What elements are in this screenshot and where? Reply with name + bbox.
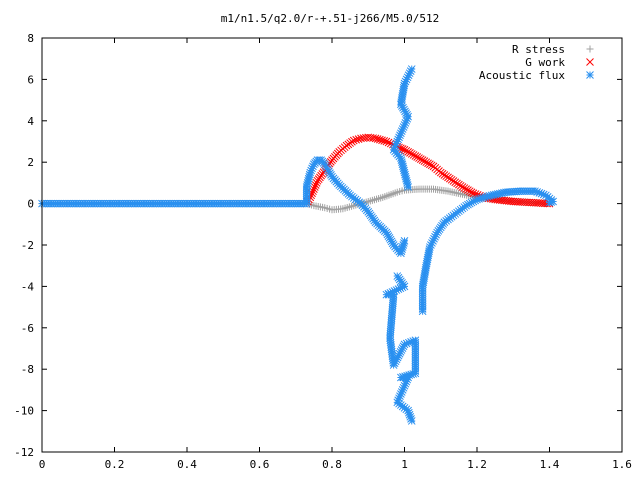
data-point-g-work xyxy=(424,159,432,168)
x-tick-label: 0.8 xyxy=(322,458,342,471)
x-tick-label: 1 xyxy=(401,458,408,471)
legend-label: R stress xyxy=(512,43,565,56)
data-point-g-work xyxy=(406,149,414,157)
data-point-g-work xyxy=(378,136,386,145)
data-point-g-work xyxy=(398,145,407,153)
data-point-g-work xyxy=(411,152,420,160)
data-point-g-work xyxy=(404,147,412,156)
chart-title: m1/n1.5/q2.0/r-+.51-j266/M5.0/512 xyxy=(221,12,440,25)
data-point-g-work xyxy=(415,154,423,162)
y-tick-label: -6 xyxy=(21,322,34,335)
data-point-acoustic-flux xyxy=(400,237,409,245)
data-point-g-work xyxy=(458,183,467,191)
data-point-g-work xyxy=(380,137,389,145)
data-point-g-work xyxy=(384,138,393,147)
legend-marker xyxy=(586,45,594,53)
data-point-g-work xyxy=(426,160,434,169)
y-tick-label: 6 xyxy=(27,73,34,86)
y-tick-label: 0 xyxy=(27,198,34,211)
data-point-g-work xyxy=(416,155,425,163)
data-point-g-work xyxy=(369,134,377,142)
data-point-g-work xyxy=(354,135,363,143)
legend-label: Acoustic flux xyxy=(479,69,565,82)
data-point-g-work xyxy=(422,158,431,167)
x-axis: 0 0.2 0.4 0.6 0.8 1 1.2 1.4 1.6 xyxy=(39,38,632,471)
legend-marker xyxy=(586,58,594,66)
data-point-g-work xyxy=(460,184,469,192)
y-axis: 8 6 4 2 0 -2 -4 -6 -8 -10 -12 xyxy=(14,32,622,459)
data-point-acoustic-flux xyxy=(545,198,554,207)
plot-area xyxy=(38,65,557,425)
x-tick-label: 0 xyxy=(39,458,46,471)
y-tick-label: -8 xyxy=(21,363,34,376)
data-point-acoustic-flux xyxy=(407,417,416,425)
y-tick-label: 4 xyxy=(27,115,34,128)
data-point-g-work xyxy=(309,187,317,196)
data-point-g-work xyxy=(409,151,418,159)
data-point-g-work xyxy=(427,161,436,170)
data-point-g-work xyxy=(371,134,380,143)
data-point-acoustic-flux xyxy=(404,183,412,191)
x-tick-label: 1.2 xyxy=(467,458,487,471)
data-point-g-work xyxy=(407,150,416,158)
plot-frame xyxy=(41,37,623,453)
y-tick-label: 8 xyxy=(27,32,34,45)
data-point-g-work xyxy=(310,185,318,193)
data-point-g-work xyxy=(467,188,476,197)
data-point-g-work xyxy=(311,181,320,189)
x-tick-label: 0.2 xyxy=(105,458,125,471)
x-tick-label: 1.6 xyxy=(612,458,632,471)
x-tick-label: 0.4 xyxy=(177,458,197,471)
data-point-g-work xyxy=(352,135,361,144)
legend-label: G work xyxy=(525,56,565,69)
y-tick-label: 2 xyxy=(27,156,34,169)
y-tick-label: -10 xyxy=(14,405,34,418)
data-point-g-work xyxy=(312,179,321,187)
x-tick-label: 0.6 xyxy=(250,458,270,471)
y-tick-label: -4 xyxy=(21,280,35,293)
data-point-g-work xyxy=(464,186,472,194)
data-point-g-work xyxy=(465,187,474,196)
data-point-g-work xyxy=(310,183,319,191)
data-point-g-work xyxy=(373,135,382,143)
data-point-g-work xyxy=(375,135,384,144)
data-point-g-work xyxy=(349,136,358,145)
data-point-g-work xyxy=(402,146,411,155)
data-point-g-work xyxy=(382,137,391,146)
y-tick-label: -2 xyxy=(21,239,34,252)
data-point-g-work xyxy=(413,153,422,161)
legend-marker xyxy=(586,71,594,79)
data-point-g-work xyxy=(418,156,427,164)
x-tick-label: 1.4 xyxy=(540,458,560,471)
data-point-g-work xyxy=(420,157,429,166)
data-point-g-work xyxy=(462,185,470,193)
data-point-g-work xyxy=(400,145,409,154)
y-tick-label: -12 xyxy=(14,446,34,459)
data-point-g-work xyxy=(471,190,480,198)
